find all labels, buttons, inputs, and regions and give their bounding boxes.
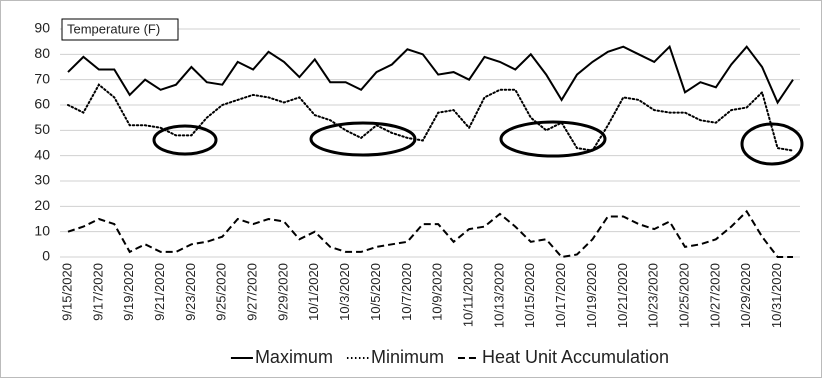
x-tick-label: 10/29/2020: [738, 263, 753, 328]
x-tick-label: 10/5/2020: [368, 263, 383, 321]
x-tick-label: 9/17/2020: [90, 263, 105, 321]
y-tick-label: 90: [34, 20, 50, 36]
y-tick-label: 40: [34, 146, 50, 162]
series-line: [67, 44, 794, 105]
y-tick-label: 20: [34, 197, 50, 213]
y-tick-label: 50: [34, 121, 50, 137]
title-box: [61, 18, 179, 41]
x-tick-label: 9/29/2020: [275, 263, 290, 321]
x-tick-label: 10/1/2020: [306, 263, 321, 321]
y-tick-label: 0: [42, 248, 50, 264]
x-tick-label: 10/15/2020: [522, 263, 537, 328]
x-tick-label: 10/19/2020: [584, 263, 599, 328]
x-tick-label: 10/13/2020: [491, 263, 506, 328]
x-tick-label: 10/23/2020: [646, 263, 661, 328]
legend-label: Minimum: [371, 347, 444, 367]
x-tick-label: 10/17/2020: [553, 263, 568, 328]
y-tick-label: 60: [34, 96, 50, 112]
x-tick-label: 10/7/2020: [399, 263, 414, 321]
chart-title: Temperature (F): [67, 21, 160, 36]
x-tick-label: 9/15/2020: [59, 263, 74, 321]
x-tick-label: 9/25/2020: [214, 263, 229, 321]
legend-label: Heat Unit Accumulation: [482, 347, 669, 367]
x-tick-label: 10/27/2020: [707, 263, 722, 328]
x-tick-label: 9/19/2020: [121, 263, 136, 321]
x-tick-label: 10/21/2020: [615, 263, 630, 328]
grid: [60, 28, 800, 258]
y-tick-label: 30: [34, 172, 50, 188]
x-tick-label: 10/9/2020: [430, 263, 445, 321]
legend: Maximum Minimum Heat Unit Accumulation: [230, 347, 669, 367]
y-tick-label: 70: [34, 70, 50, 86]
x-tick-label: 10/25/2020: [676, 263, 691, 328]
legend-label: Maximum: [255, 347, 333, 367]
x-tick-label: 10/31/2020: [769, 263, 784, 328]
series-line: [67, 209, 793, 259]
x-tick-label: 10/11/2020: [461, 263, 476, 327]
annotation-ellipse: [740, 122, 804, 166]
x-tick-label: 9/27/2020: [245, 263, 260, 321]
x-tick-label: 9/21/2020: [152, 263, 167, 321]
x-tick-label: 9/23/2020: [183, 263, 198, 321]
x-tick-label: 10/3/2020: [337, 263, 352, 321]
y-tick-label: 80: [34, 45, 50, 61]
annotation-ellipse: [499, 120, 607, 158]
y-tick-label: 10: [34, 222, 50, 238]
annotation-ellipse: [152, 124, 218, 156]
series-line: [67, 83, 794, 152]
